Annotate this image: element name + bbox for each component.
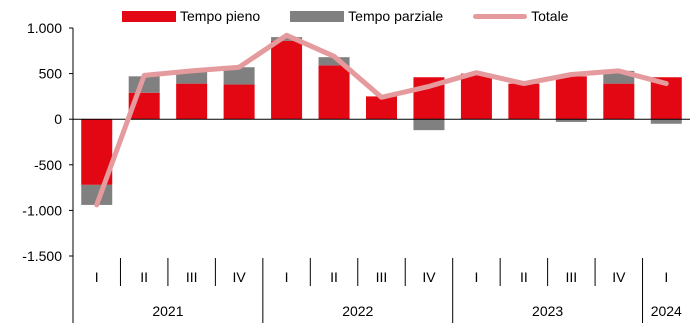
series-line-totale [94,32,669,208]
bar-tempo-pieno-8 [460,73,492,120]
legend-item-tempo-pieno: Tempo pieno [122,8,260,24]
y-tick-label: 0 [54,111,62,127]
bar-tempo-parziale-10 [555,119,587,122]
bar-tempo-parziale-5 [318,57,350,66]
x-tick-label-quarter: III [566,269,578,285]
x-tick-label-quarter: III [186,269,198,285]
legend-item-totale: Totale [473,8,568,24]
bar-tempo-parziale-7 [413,119,445,131]
x-tick-label-quarter: I [285,269,289,285]
bar-tempo-pieno-10 [555,76,587,120]
bar-tempo-pieno-11 [603,83,635,120]
bar-tempo-pieno-4 [271,40,303,120]
bar-tempo-pieno-2 [176,83,208,120]
bar-tempo-pieno-6 [366,96,397,120]
legend-swatch-tempo-pieno [122,10,176,22]
bar-tempo-pieno-5 [318,65,350,120]
x-tick-label-quarter: II [520,269,528,285]
legend-label-tempo-parziale: Tempo parziale [348,8,444,24]
x-tick-label-quarter: IV [612,269,626,285]
x-tick-label-quarter: IV [422,269,436,285]
legend: Tempo pieno Tempo parziale Totale [122,8,598,24]
bar-tempo-parziale-2 [176,71,208,84]
x-tick-label-quarter: II [330,269,338,285]
y-tick-label: -1.000 [22,202,62,218]
legend-swatch-tempo-parziale [290,10,345,22]
y-tick-label: -500 [34,157,62,173]
x-tick-label-quarter: III [376,269,388,285]
bar-tempo-parziale-4 [271,37,303,41]
x-tick-label-year: 2024 [651,303,682,319]
y-tick-label: -1.500 [22,248,62,264]
legend-item-tempo-parziale: Tempo parziale [290,8,443,24]
bar-tempo-parziale-1 [128,76,160,93]
x-tick-label-quarter: II [140,269,148,285]
x-tick-label-quarter: I [664,269,668,285]
bar-tempo-pieno-9 [508,83,540,120]
bar-tempo-parziale-12 [650,119,682,124]
legend-swatch-totale [473,13,528,19]
bar-tempo-parziale-3 [223,67,255,85]
x-tick-label-quarter: I [474,269,478,285]
x-tick-label-year: 2022 [342,303,373,319]
legend-label-totale: Totale [531,8,569,24]
legend-label-tempo-pieno: Tempo pieno [180,8,261,24]
y-tick-label: 1.000 [27,20,62,36]
x-tick-label-quarter: I [95,269,99,285]
x-tick-label-quarter: IV [232,269,246,285]
bar-tempo-pieno-3 [223,84,255,120]
y-tick-label: 500 [39,66,63,82]
x-tick-label-year: 2021 [152,303,183,319]
x-tick-label-year: 2023 [532,303,563,319]
